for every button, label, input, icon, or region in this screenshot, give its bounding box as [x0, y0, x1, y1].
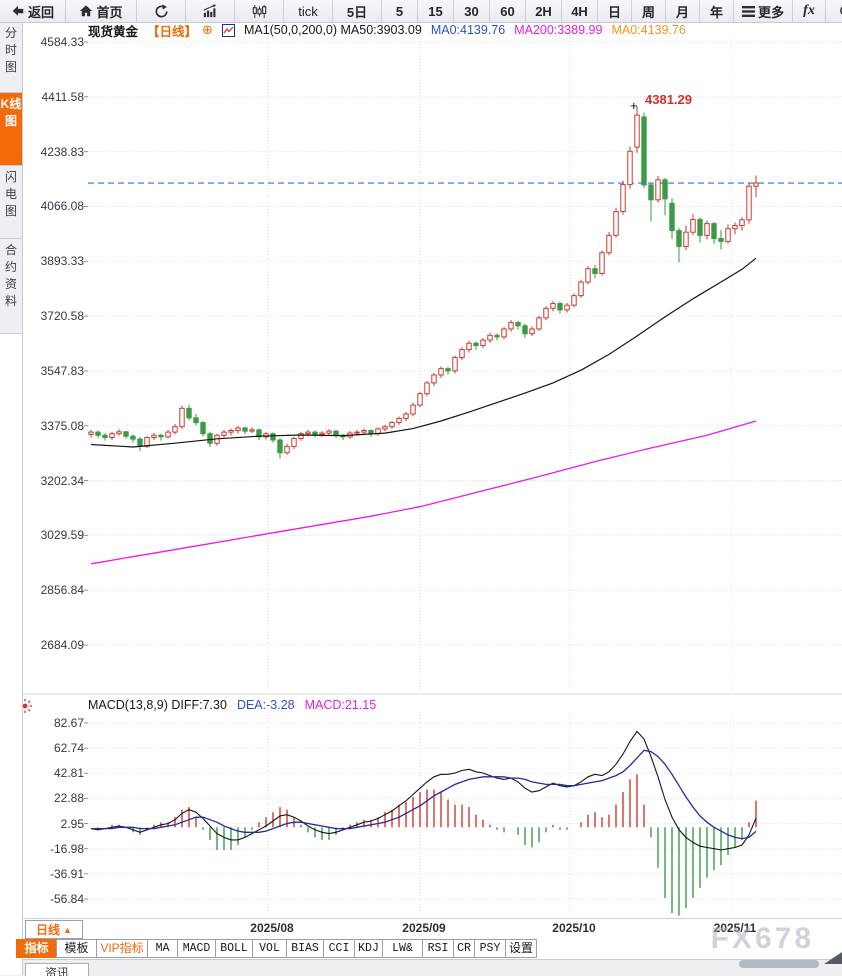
peak-price-annotation: 4381.29 [645, 92, 692, 107]
ma0-value-blue: MA0:4139.76 [431, 23, 505, 37]
macd-tick: -56.84 [24, 892, 84, 906]
tick-period-button[interactable]: tick [284, 0, 333, 22]
tab-psy[interactable]: PSY [474, 939, 506, 958]
period-week-button[interactable]: 周 [632, 0, 666, 22]
macd-tick: -36.91 [24, 867, 84, 881]
bottom-strip [0, 959, 842, 976]
tab-cci[interactable]: CCI [323, 939, 355, 958]
time-tick: 2025/09 [389, 921, 459, 935]
period-label: 【日线】 [147, 21, 197, 40]
formula-button[interactable]: fx [793, 0, 826, 22]
tab-templates[interactable]: 模板 [56, 939, 97, 958]
macd-tick: 62.74 [24, 741, 84, 755]
period-2h-button[interactable]: 2H [526, 0, 562, 22]
macd-tick: 2.95 [24, 817, 84, 831]
scrollbar-corner-grip[interactable] [824, 952, 842, 964]
back-button[interactable]: 返回 [0, 0, 66, 22]
period-60min-button[interactable]: 60 [490, 0, 526, 22]
macd-tick: 82.67 [24, 716, 84, 730]
candle-chart-mode-button[interactable] [235, 0, 284, 22]
macd-tick: -16.98 [24, 842, 84, 856]
price-tick: 3547.83 [24, 364, 84, 378]
home-icon [79, 4, 93, 18]
macd-legend: MACD(13,8,9) DIFF:7.30 DEA:-3.28 MACD:21… [88, 698, 376, 712]
period-30min-button[interactable]: 30 [454, 0, 490, 22]
tab-settings[interactable]: 设置 [505, 939, 537, 958]
price-tick: 3375.08 [24, 419, 84, 433]
price-tick: 3202.34 [24, 474, 84, 488]
period-15min-button[interactable]: 15 [418, 0, 454, 22]
dea-value: DEA:-3.28 [237, 698, 295, 712]
price-tick: 4584.33 [24, 35, 84, 49]
time-tick: 2025/10 [539, 921, 609, 935]
period-month-button[interactable]: 月 [666, 0, 700, 22]
candle-chart-icon [252, 4, 267, 19]
macd-tick: 22.88 [24, 791, 84, 805]
tab-rsi[interactable]: RSI [422, 939, 454, 958]
ma-params: MA1(50,0,200,0) MA50:3903.09 [244, 23, 422, 37]
tab-lwr[interactable]: LW& [382, 939, 423, 958]
price-tick: 3029.59 [24, 528, 84, 542]
macd-params: MACD(13,8,9) DIFF:7.30 [88, 698, 227, 712]
period-4h-button[interactable]: 4H [562, 0, 598, 22]
tab-boll[interactable]: BOLL [215, 939, 253, 958]
ma200-value: MA200:3389.99 [514, 23, 602, 37]
zoom-out-icon [839, 4, 842, 19]
price-tick: 2684.09 [24, 638, 84, 652]
tab-indicators[interactable]: 指标 [16, 939, 57, 958]
horizontal-scrollbar-thumb[interactable] [739, 960, 819, 968]
sidebar-tab-kline[interactable]: K线图 [0, 93, 22, 166]
period-year-button[interactable]: 年 [700, 0, 734, 22]
indicator-tab-bar: 指标 模板 VIP指标 MA MACD BOLL VOL BIAS CCI KD… [17, 939, 537, 958]
period-selector[interactable]: 日线 ▲ [25, 920, 83, 939]
chevron-up-icon: ▲ [63, 925, 72, 935]
tab-ma[interactable]: MA [147, 939, 178, 958]
refresh-button[interactable] [137, 0, 186, 22]
price-tick: 3893.33 [24, 254, 84, 268]
sidebar-tab-lightning[interactable]: 闪电图 [0, 166, 22, 239]
sidebar-tab-contract-info[interactable]: 合约资料 [0, 239, 22, 334]
home-button[interactable]: 首页 [66, 0, 137, 22]
line-chart-mode-button[interactable] [186, 0, 235, 22]
ma0-value-orange: MA0:4139.76 [611, 23, 685, 37]
menu-icon [742, 6, 755, 17]
zoom-out-button[interactable] [826, 0, 842, 22]
time-tick: 2025/08 [237, 921, 307, 935]
price-tick: 4238.83 [24, 145, 84, 159]
refresh-icon [154, 4, 169, 19]
back-icon [11, 4, 25, 18]
chart-legend: 现货黄金 【日线】 ⊕ MA1(50,0,200,0) MA50:3903.09… [88, 23, 686, 37]
watermark: FX678 [711, 922, 814, 956]
tab-macd[interactable]: MACD [177, 939, 216, 958]
mini-chart-icon[interactable] [222, 24, 235, 37]
price-tick: 4066.08 [24, 199, 84, 213]
price-tick: 2856.84 [24, 583, 84, 597]
more-button[interactable]: 更多 [734, 0, 793, 22]
bar-chart-icon [202, 4, 218, 18]
add-indicator-icon[interactable]: ⊕ [202, 22, 213, 38]
tab-news-partial[interactable]: 资讯 [25, 963, 89, 976]
price-tick: 3720.58 [24, 309, 84, 323]
tab-vip-indicators[interactable]: VIP指标 [96, 939, 148, 958]
macd-tick: 42.81 [24, 766, 84, 780]
period-5day-button[interactable]: 5日 [333, 0, 382, 22]
tab-bias[interactable]: BIAS [286, 939, 324, 958]
macd-value: MACD:21.15 [305, 698, 377, 712]
fx-icon: fx [803, 3, 815, 19]
tab-vol[interactable]: VOL [252, 939, 287, 958]
left-sidebar: 分时图 K线图 闪电图 合约资料 [0, 22, 23, 975]
symbol-name: 现货黄金 [88, 21, 138, 40]
tab-kdj[interactable]: KDJ [354, 939, 383, 958]
peak-marker: + [630, 98, 638, 113]
period-day-button[interactable]: 日 [598, 0, 632, 22]
xaxis-separator [0, 918, 842, 919]
tab-cr[interactable]: CR [453, 939, 475, 958]
period-5min-button[interactable]: 5 [382, 0, 418, 22]
sidebar-tab-timeshare[interactable]: 分时图 [0, 22, 22, 93]
price-tick: 4411.58 [24, 90, 84, 104]
